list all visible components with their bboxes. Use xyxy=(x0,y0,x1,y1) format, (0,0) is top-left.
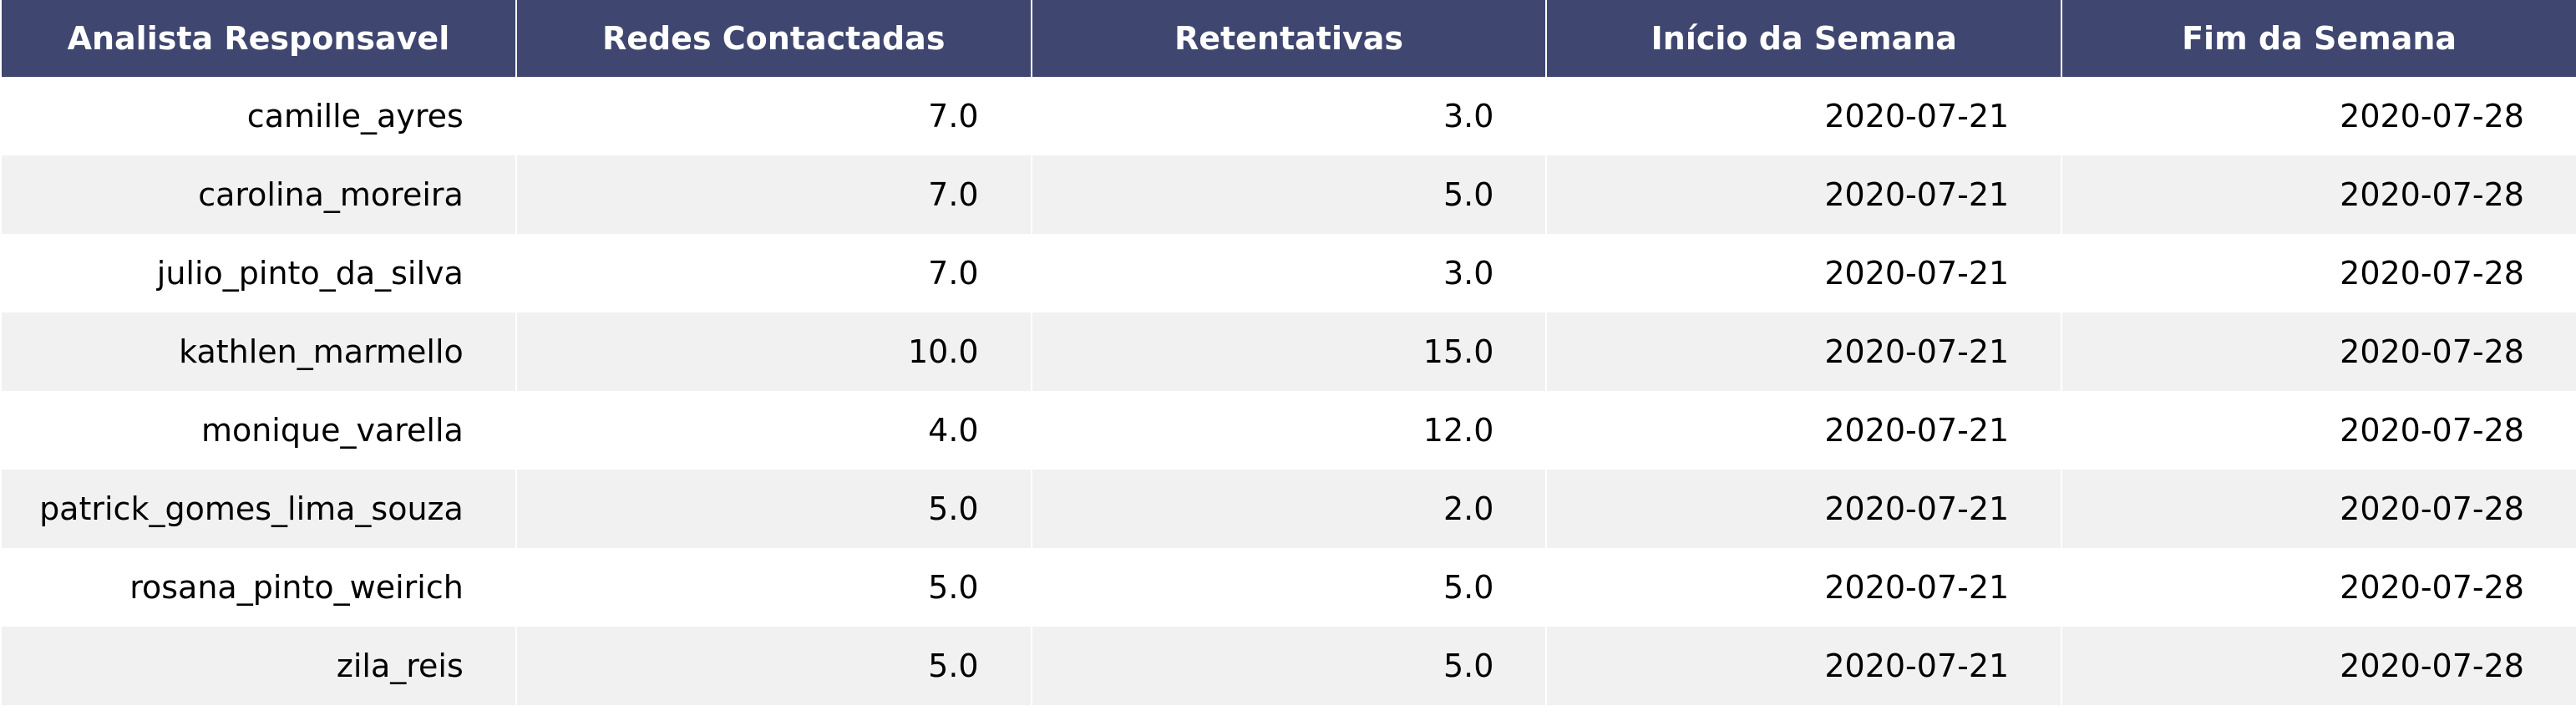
retentativas-cell: 5.0 xyxy=(1030,548,1548,627)
table-row: patrick_gomes_lima_souza 5.0 2.0 2020-07-21… xyxy=(0,470,2576,548)
retentativas-cell: 5.0 xyxy=(1030,627,1548,705)
column-header-retentativas: Retentativas xyxy=(1030,0,1548,77)
retentativas-cell: 5.0 xyxy=(1030,155,1548,234)
analista-cell: zila_reis xyxy=(0,627,517,705)
column-header-fim: Fim da Semana xyxy=(2061,0,2576,77)
inicio-cell: 2020-07-21 xyxy=(1545,234,2063,312)
retentativas-cell: 2.0 xyxy=(1030,470,1548,548)
inicio-cell: 2020-07-21 xyxy=(1545,391,2063,470)
fim-cell: 2020-07-28 xyxy=(2061,234,2576,312)
table-header: Analista Responsavel Redes Contactadas R… xyxy=(0,0,2576,77)
analista-cell: patrick_gomes_lima_souza xyxy=(0,470,517,548)
redes-cell: 10.0 xyxy=(515,312,1032,391)
inicio-cell: 2020-07-21 xyxy=(1545,627,2063,705)
table-row: zila_reis 5.0 5.0 2020-07-21 2020-07-28 xyxy=(0,627,2576,705)
inicio-cell: 2020-07-21 xyxy=(1545,548,2063,627)
column-header-redes: Redes Contactadas xyxy=(515,0,1032,77)
redes-cell: 4.0 xyxy=(515,391,1032,470)
analista-cell: carolina_moreira xyxy=(0,155,517,234)
column-header-inicio: Início da Semana xyxy=(1545,0,2063,77)
table-row: rosana_pinto_weirich 5.0 5.0 2020-07-21 2020… xyxy=(0,548,2576,627)
column-header-analista: Analista Responsavel xyxy=(0,0,517,77)
inicio-cell: 2020-07-21 xyxy=(1545,155,2063,234)
table-row: carolina_moreira 7.0 5.0 2020-07-21 2020-07-… xyxy=(0,155,2576,234)
analista-cell: rosana_pinto_weirich xyxy=(0,548,517,627)
fim-cell: 2020-07-28 xyxy=(2061,155,2576,234)
redes-cell: 5.0 xyxy=(515,627,1032,705)
retentativas-cell: 12.0 xyxy=(1030,391,1548,470)
analista-cell: camille_ayres xyxy=(0,77,517,155)
analista-cell: monique_varella xyxy=(0,391,517,470)
analista-cell: kathlen_marmello xyxy=(0,312,517,391)
table-row: kathlen_marmello 10.0 15.0 2020-07-21 2020-0… xyxy=(0,312,2576,391)
redes-cell: 7.0 xyxy=(515,234,1032,312)
fim-cell: 2020-07-28 xyxy=(2061,548,2576,627)
fim-cell: 2020-07-28 xyxy=(2061,470,2576,548)
fim-cell: 2020-07-28 xyxy=(2061,77,2576,155)
analista-cell: julio_pinto_da_silva xyxy=(0,234,517,312)
inicio-cell: 2020-07-21 xyxy=(1545,77,2063,155)
retentativas-cell: 15.0 xyxy=(1030,312,1548,391)
redes-cell: 5.0 xyxy=(515,548,1032,627)
table-row: monique_varella 4.0 12.0 2020-07-21 2020-07-… xyxy=(0,391,2576,470)
header-row: Analista Responsavel Redes Contactadas R… xyxy=(0,0,2576,77)
fim-cell: 2020-07-28 xyxy=(2061,627,2576,705)
redes-cell: 5.0 xyxy=(515,470,1032,548)
redes-cell: 7.0 xyxy=(515,155,1032,234)
fim-cell: 2020-07-28 xyxy=(2061,312,2576,391)
inicio-cell: 2020-07-21 xyxy=(1545,312,2063,391)
fim-cell: 2020-07-28 xyxy=(2061,391,2576,470)
retentativas-cell: 3.0 xyxy=(1030,234,1548,312)
table-row: julio_pinto_da_silva 7.0 3.0 2020-07-21 2020… xyxy=(0,234,2576,312)
redes-cell: 7.0 xyxy=(515,77,1032,155)
table-body: camille_ayres 7.0 3.0 2020-07-21 2020-07-28 c… xyxy=(0,77,2576,705)
table-row: camille_ayres 7.0 3.0 2020-07-21 2020-07-28 xyxy=(0,77,2576,155)
retentativas-cell: 3.0 xyxy=(1030,77,1548,155)
inicio-cell: 2020-07-21 xyxy=(1545,470,2063,548)
